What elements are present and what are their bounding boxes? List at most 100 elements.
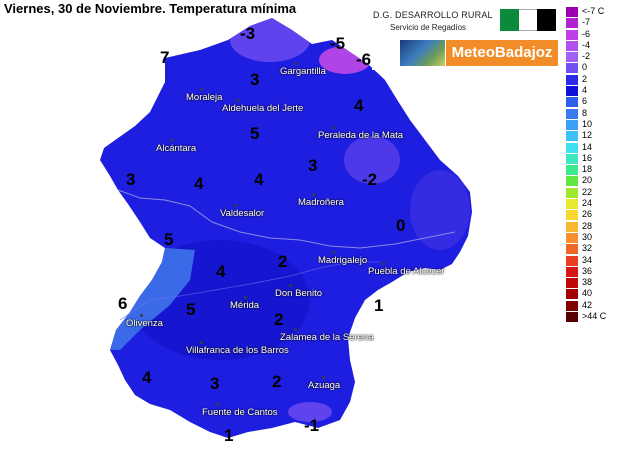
town-marker-icon xyxy=(312,193,315,196)
map-title: Viernes, 30 de Noviembre. Temperatura mí… xyxy=(4,1,297,16)
temperature-value: 4 xyxy=(354,96,364,115)
legend-swatch xyxy=(566,74,578,85)
brand-logo: MeteoBadajoz xyxy=(446,40,558,66)
town-label: Fuente de Cantos xyxy=(202,407,278,418)
legend-label: 26 xyxy=(582,209,593,220)
legend-label: 24 xyxy=(582,198,593,209)
town-marker-icon xyxy=(170,139,173,142)
legend-swatch xyxy=(566,18,578,29)
temperature-value: 6 xyxy=(118,294,128,313)
legend-swatch xyxy=(566,210,578,221)
town-label: Moraleja xyxy=(186,92,223,103)
legend-label: 14 xyxy=(582,141,593,152)
temperature-value: 4 xyxy=(142,368,152,387)
legend-swatch xyxy=(566,29,578,40)
legend-label: 18 xyxy=(582,164,593,175)
legend-swatch xyxy=(566,108,578,119)
legend-label: 8 xyxy=(582,107,588,118)
temperature-value: 3 xyxy=(210,374,220,393)
legend-label: 10 xyxy=(582,118,593,129)
legend-swatch xyxy=(566,131,578,142)
flag-stripe-white xyxy=(518,9,538,31)
legend-swatch xyxy=(566,278,578,289)
legend-label: 42 xyxy=(582,299,593,310)
legend-swatch xyxy=(566,244,578,255)
legend-label: 30 xyxy=(582,231,593,242)
town-marker-icon xyxy=(140,314,143,317)
town-label: Aldehuela del Jerte xyxy=(222,103,304,114)
legend-label: 0 xyxy=(582,62,588,73)
temperature-value: 1 xyxy=(224,426,234,445)
temperature-map xyxy=(100,18,472,438)
town-marker-icon xyxy=(382,262,385,265)
temperature-value: -6 xyxy=(356,50,372,69)
legend-label: 16 xyxy=(582,152,593,163)
legend-swatch xyxy=(566,312,578,323)
legend-label: >44 C xyxy=(582,311,607,322)
legend-label: 4 xyxy=(582,85,588,96)
legend-label: 40 xyxy=(582,288,593,299)
cold-zone-south xyxy=(288,402,332,422)
province-border xyxy=(117,189,456,249)
town-marker-icon xyxy=(294,328,297,331)
temperature-value: 3 xyxy=(126,170,136,189)
legend-swatch xyxy=(566,199,578,210)
legend-label: -4 xyxy=(582,39,591,50)
legend-label: 28 xyxy=(582,220,593,231)
org-name: D.G. DESARROLLO RURAL xyxy=(373,10,493,20)
legend-label: 22 xyxy=(582,186,593,197)
legend-swatch xyxy=(566,187,578,198)
legend-swatch xyxy=(566,119,578,130)
temperature-value: -3 xyxy=(240,24,256,43)
legend-swatch xyxy=(566,266,578,277)
legend-label: 2 xyxy=(582,73,588,84)
legend-swatch xyxy=(566,289,578,300)
legend-label: 32 xyxy=(582,243,593,254)
cold-zone-east xyxy=(410,170,470,250)
temperature-value: 5 xyxy=(250,124,260,143)
town-label: Azuaga xyxy=(308,380,341,391)
town-marker-icon xyxy=(294,62,297,65)
temperature-value: 5 xyxy=(164,230,174,249)
town-label: Puebla de Alcocer xyxy=(368,266,445,277)
town-marker-icon xyxy=(200,88,203,91)
legend-swatch xyxy=(566,232,578,243)
legend-swatch xyxy=(566,7,578,17)
org-service: Servicio de Regadíos xyxy=(390,23,467,32)
town-label: Villafranca de los Barros xyxy=(186,345,289,356)
cold-zone-villuercas xyxy=(344,136,400,184)
legend-swatch xyxy=(566,86,578,97)
legend-label: 34 xyxy=(582,254,593,265)
town-label: Valdesalor xyxy=(220,208,265,219)
legend-swatch xyxy=(566,52,578,63)
town-label: Gargantilla xyxy=(280,66,326,77)
legend-label: -6 xyxy=(582,28,591,39)
town-marker-icon xyxy=(332,251,335,254)
temperature-value: 2 xyxy=(272,372,282,391)
cold-zone-north xyxy=(230,18,310,62)
legend-swatch xyxy=(566,165,578,176)
town-label: Madrigalejo xyxy=(318,255,368,266)
temperature-value: 5 xyxy=(186,300,196,319)
town-marker-icon xyxy=(244,296,247,299)
town-label: Peraleda de la Mata xyxy=(318,130,404,141)
town-marker-icon xyxy=(322,376,325,379)
legend-label: 20 xyxy=(582,175,593,186)
temperature-value: -5 xyxy=(330,34,346,53)
legend-swatch xyxy=(566,300,578,311)
river-line xyxy=(119,261,380,321)
flag-icon xyxy=(500,9,557,31)
legend-swatch xyxy=(566,142,578,153)
temperature-value: -1 xyxy=(304,416,320,435)
town-label: Alcántara xyxy=(156,143,197,154)
temperature-value: 3 xyxy=(308,156,318,175)
temperature-value: 4 xyxy=(254,170,264,189)
legend-swatch xyxy=(566,40,578,51)
legend-swatch xyxy=(566,97,578,108)
temperature-value: 4 xyxy=(194,174,204,193)
temperature-value: 3 xyxy=(250,70,260,89)
town-marker-icon xyxy=(289,284,292,287)
town-label: Madroñera xyxy=(298,197,344,208)
legend-swatch xyxy=(566,255,578,266)
legend-label: 12 xyxy=(582,130,593,141)
